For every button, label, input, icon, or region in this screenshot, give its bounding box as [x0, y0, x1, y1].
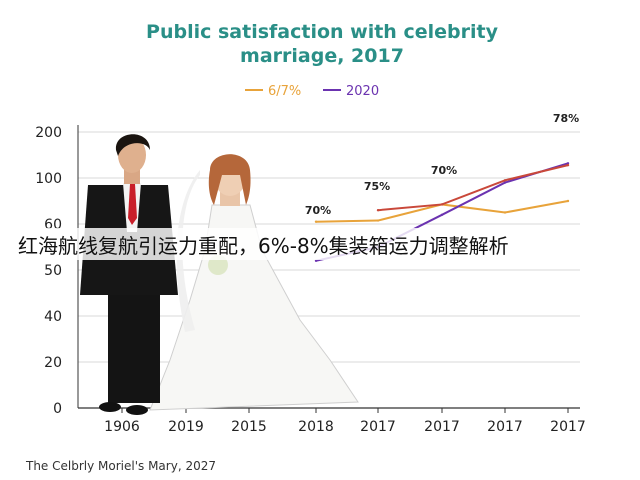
chart-title-line1: Public satisfaction with celebrity	[146, 21, 499, 43]
groom-right-shoe	[126, 405, 148, 415]
data-point	[503, 181, 507, 184]
legend-label: 2020	[346, 84, 379, 99]
x-tick-label: 2017	[360, 419, 396, 435]
overlay-banner-text: 红海航线复航引运力重配，6%-8%集装箱运力调整解析	[18, 234, 509, 258]
y-tick-label: 0	[53, 401, 62, 417]
data-point	[314, 220, 318, 223]
x-tick-label: 2017	[487, 419, 523, 435]
y-tick-label: 40	[44, 309, 62, 325]
chart-title-line2: marriage, 2017	[240, 45, 404, 67]
data-point	[314, 259, 318, 262]
x-tick-label: 2017	[550, 419, 586, 435]
data-point	[376, 219, 380, 222]
data-label: 78%	[553, 112, 579, 125]
data-point	[440, 213, 444, 216]
x-tick-label: 2017	[424, 419, 460, 435]
data-point	[566, 163, 570, 167]
x-tick-label: 2015	[231, 419, 267, 435]
x-axis: 1906 2019 2015 2018 2017 2017 2017 2017	[104, 408, 586, 435]
y-tick-label: 20	[44, 355, 62, 371]
x-tick-label: 1906	[104, 419, 140, 435]
data-point	[566, 199, 570, 203]
overlay-banner: 红海航线复航引运力重配，6%-8%集装箱运力调整解析	[0, 228, 640, 260]
data-label: 70%	[305, 204, 331, 217]
groom-hair	[115, 134, 150, 156]
data-labels: 70% 75% 70% 78%	[305, 112, 579, 217]
x-tick-label: 2018	[298, 419, 334, 435]
data-point	[503, 211, 507, 214]
x-tick-label: 2019	[168, 419, 204, 435]
y-tick-label: 100	[35, 171, 62, 187]
bouquet	[208, 255, 228, 275]
y-tick-label: 50	[44, 263, 62, 279]
data-point	[503, 179, 507, 182]
groom-tie	[128, 184, 137, 225]
bride-veil	[176, 170, 200, 332]
grid	[78, 131, 580, 363]
data-point	[440, 203, 444, 206]
groom-left-shoe	[99, 402, 121, 412]
groom-legs	[108, 285, 160, 403]
data-label: 70%	[431, 164, 457, 177]
data-point	[566, 162, 570, 165]
data-label: 75%	[364, 180, 390, 193]
footer-caption: The Celbrly Moriel's Mary, 2027	[26, 459, 216, 473]
data-point	[376, 209, 380, 212]
legend: 6/7% 2020	[245, 84, 379, 99]
couple-illustration	[80, 134, 359, 415]
series-line	[377, 164, 569, 212]
y-tick-label: 200	[35, 125, 62, 141]
legend-label: 6/7%	[268, 84, 301, 99]
bride-hair	[208, 154, 251, 205]
